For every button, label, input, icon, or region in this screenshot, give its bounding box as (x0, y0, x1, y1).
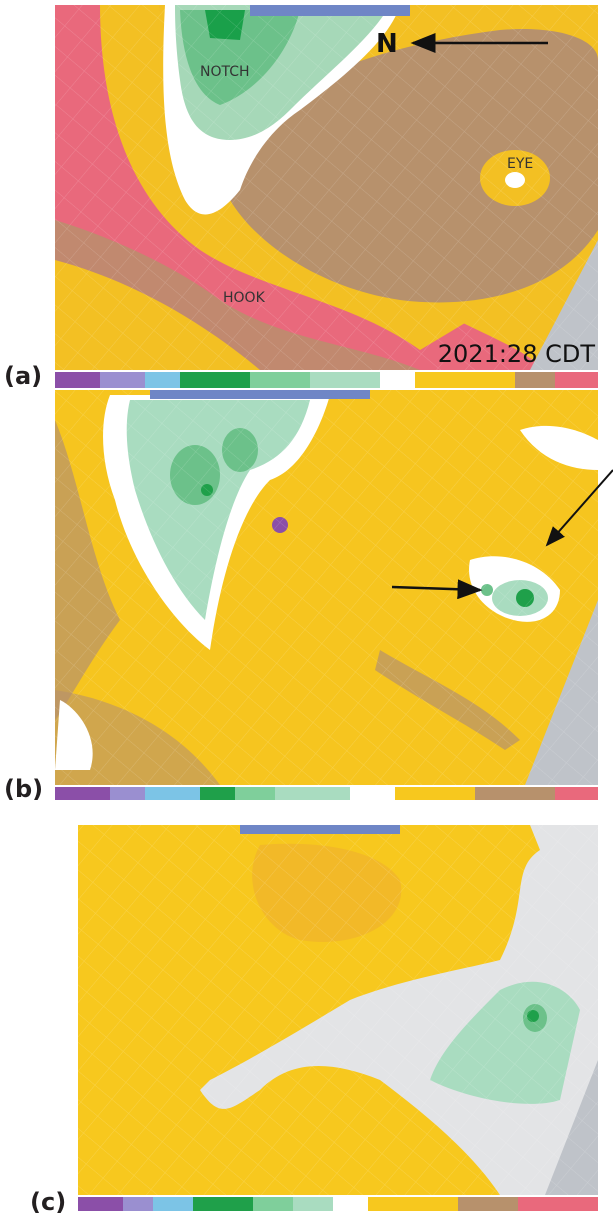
header-bar (250, 5, 410, 16)
header-bar (240, 825, 400, 834)
arrow (545, 469, 613, 547)
annotation: HOOK (223, 290, 266, 306)
annotation: EYE (507, 156, 533, 172)
arrow (391, 579, 483, 600)
color-bar (55, 787, 598, 800)
panel-label: (c) (30, 1188, 66, 1215)
color-bar (55, 372, 598, 388)
color-bar (78, 1197, 598, 1211)
radar-panel-c (78, 825, 598, 1195)
north-label: N (376, 29, 398, 59)
annotation: NOTCH (200, 64, 250, 80)
panel-label: (b) (4, 775, 43, 803)
header-bar (150, 390, 370, 399)
panel-label: (a) (4, 362, 42, 390)
timestamp: 2021:28 CDT (438, 340, 596, 368)
radar-panel-b (55, 390, 598, 785)
radar-panel-a (55, 5, 598, 370)
